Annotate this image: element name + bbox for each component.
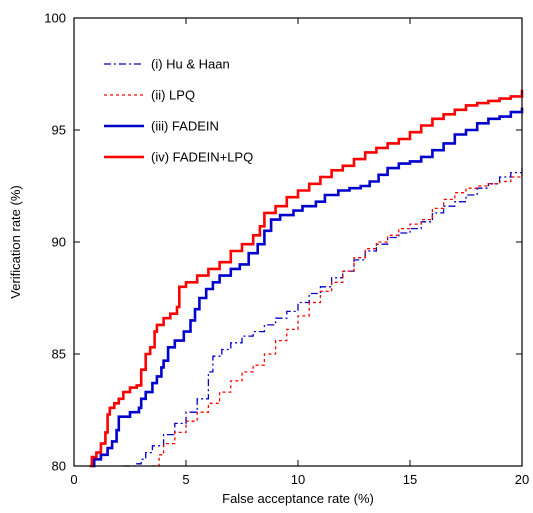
y-tick-label: 85 (52, 347, 66, 362)
x-tick-label: 5 (182, 472, 189, 487)
ticks-layer: 0 5 10 15 20 80 85 90 95 100 (44, 11, 529, 488)
x-axis-label: False acceptance rate (%) (222, 491, 374, 506)
x-tick-label: 15 (403, 472, 417, 487)
legend: (i) Hu & Haan (ii) LPQ (iii) FADEIN (iv) FA… (104, 57, 253, 165)
series-line-4 (89, 89, 524, 468)
y-tick-label: 90 (52, 235, 66, 250)
y-tick-label: 80 (52, 459, 66, 474)
legend-label-4: (iv) FADEIN+LPQ (151, 150, 253, 165)
y-axis-label: Verification rate (%) (8, 185, 23, 298)
series-layer (89, 89, 524, 468)
legend-label-1: (i) Hu & Haan (151, 57, 230, 72)
x-tick-label: 10 (291, 472, 305, 487)
y-tick-label: 95 (52, 123, 66, 138)
series-line-3 (91, 107, 524, 468)
series-line-1 (123, 168, 523, 467)
legend-label-2: (ii) LPQ (151, 88, 195, 103)
x-tick-label: 20 (515, 472, 529, 487)
series-line-2 (152, 170, 523, 467)
y-tick-label: 100 (44, 11, 66, 26)
x-tick-label: 0 (70, 472, 77, 487)
legend-label-3: (iii) FADEIN (151, 119, 219, 134)
